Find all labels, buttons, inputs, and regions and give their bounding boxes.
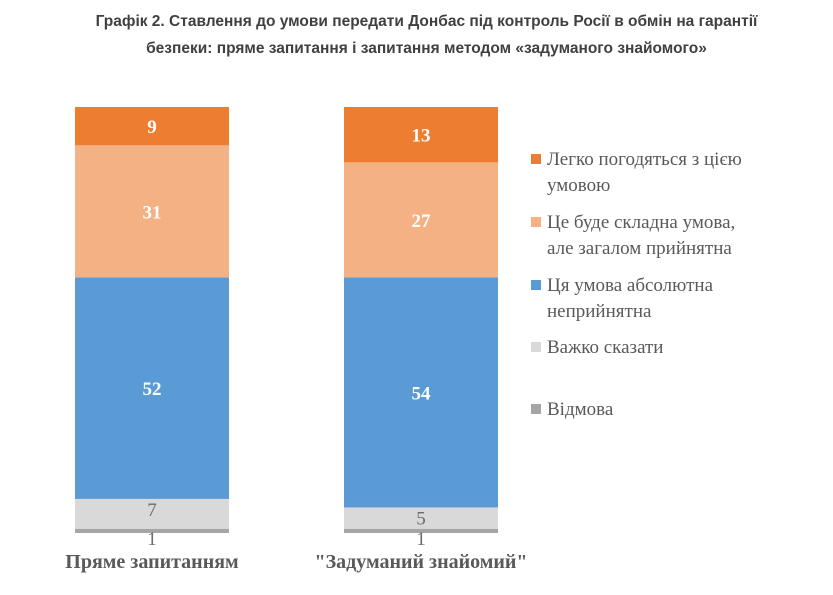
bar-segment [344,277,498,508]
legend-swatch [531,154,541,164]
legend-entry: Легко погодяться з цією [547,149,742,170]
bar-segment [344,507,498,529]
legend-entry: Ця умова абсолютна [547,275,714,296]
data-label: 5 [416,508,426,529]
bar-segment [344,162,498,278]
title-line-2: безпеки: пряме запитання і запитання мет… [146,40,707,57]
bar-segment [75,145,229,278]
category-label: "Задуманий знайомий" [314,551,527,573]
legend-swatch [531,217,541,227]
data-label: 13 [412,126,431,147]
data-label: 7 [147,500,157,521]
bar-segment [75,498,229,529]
bar-segment [344,107,498,163]
bar-segment [75,107,229,146]
legend-swatch [531,404,541,414]
bar-segment [344,528,498,533]
bar-segment [75,528,229,533]
data-label: 9 [147,117,157,138]
legend-entry: Відмова [547,399,614,420]
legend-entry: неприйнятна [547,301,652,322]
data-label: 52 [143,379,162,400]
data-label: 1 [147,529,157,550]
legend-swatch [531,342,541,352]
bar-segment [75,277,229,499]
data-label: 31 [143,202,162,223]
legend-entry: умовою [547,175,610,196]
data-label: 27 [412,211,432,232]
legend-entry: Важко сказати [547,337,663,358]
chart-title: Графік 2. Ставлення до умови передати До… [0,8,833,62]
data-label: 1 [416,529,426,550]
legend-swatch [531,280,541,290]
title-line-1: Графік 2. Ставлення до умови передати До… [95,13,758,30]
category-label: Пряме запитанням [65,551,238,573]
data-label: 54 [412,383,432,404]
legend-entry: але загалом прийнятна [547,238,732,259]
legend-entry: Це буде складна умова, [547,212,735,233]
